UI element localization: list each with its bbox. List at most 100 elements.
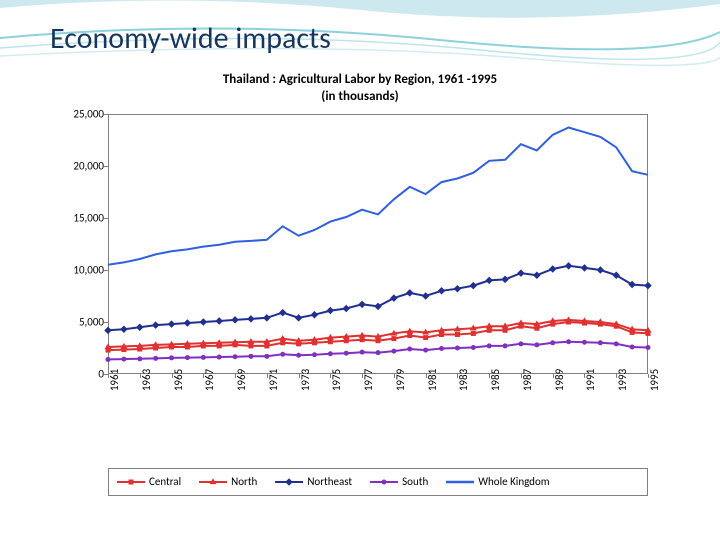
series-marker	[438, 287, 446, 295]
series-marker	[247, 315, 255, 323]
series-marker	[423, 335, 428, 340]
series-marker	[376, 350, 381, 355]
x-tick-mark	[235, 374, 236, 378]
series-marker	[503, 328, 508, 333]
x-tick-mark	[426, 374, 427, 378]
series-marker	[391, 348, 396, 353]
x-tick-mark	[489, 374, 490, 378]
series-line-whole-kingdom	[108, 127, 648, 264]
legend-item-northeast: Northeast	[275, 475, 352, 489]
page-title: Economy-wide impacts	[50, 20, 331, 57]
series-marker	[360, 349, 365, 354]
series-marker	[374, 302, 382, 310]
series-marker	[407, 346, 412, 351]
series-marker	[550, 340, 555, 345]
y-tick-label: 5,000	[79, 315, 104, 328]
x-tick-mark	[203, 374, 204, 378]
legend-label: Northeast	[307, 475, 352, 488]
series-marker	[136, 323, 144, 331]
chart-container: Thailand : Agricultural Labor by Region,…	[60, 72, 660, 496]
series-marker	[503, 343, 508, 348]
legend-swatch	[275, 475, 303, 489]
series-marker	[201, 355, 206, 360]
series-marker	[533, 271, 541, 279]
series-marker	[407, 333, 412, 338]
chart-series	[108, 114, 648, 374]
series-marker	[360, 337, 365, 342]
series-marker	[487, 343, 492, 348]
series-marker	[295, 314, 303, 322]
series-marker	[200, 318, 208, 326]
legend-swatch	[199, 475, 227, 489]
x-tick-mark	[584, 374, 585, 378]
series-marker	[644, 282, 652, 290]
series-marker	[390, 294, 398, 302]
y-tick-label: 25,000	[73, 107, 104, 120]
series-marker	[104, 326, 112, 334]
series-marker	[439, 332, 444, 337]
series-marker	[630, 344, 635, 349]
legend-label: South	[402, 475, 428, 488]
series-marker	[344, 338, 349, 343]
x-tick-mark	[616, 374, 617, 378]
series-marker	[518, 341, 523, 346]
chart-title-line1: Thailand : Agricultural Labor by Region,…	[223, 72, 497, 87]
series-marker	[184, 319, 192, 327]
legend-item-central: Central	[117, 475, 181, 489]
series-marker	[217, 354, 222, 359]
legend-label: North	[231, 475, 257, 488]
series-marker	[248, 343, 253, 348]
series-marker	[565, 262, 573, 270]
y-tick-label: 10,000	[73, 263, 104, 276]
series-marker	[327, 307, 335, 315]
series-marker	[455, 345, 460, 350]
y-tick-label: 15,000	[73, 211, 104, 224]
legend-swatch	[370, 475, 398, 489]
x-tick-mark	[267, 374, 268, 378]
series-marker	[106, 357, 111, 362]
series-marker	[312, 352, 317, 357]
series-marker	[549, 265, 557, 273]
series-marker	[534, 342, 539, 347]
series-marker	[233, 354, 238, 359]
series-marker	[168, 320, 176, 328]
series-marker	[264, 354, 269, 359]
series-marker	[280, 352, 285, 357]
series-marker	[311, 311, 319, 319]
x-tick-mark	[521, 374, 522, 378]
series-marker	[471, 345, 476, 350]
x-tick-mark	[362, 374, 363, 378]
series-marker	[121, 356, 126, 361]
legend-item-whole-kingdom: Whole Kingdom	[446, 475, 549, 489]
legend-label: Whole Kingdom	[478, 475, 549, 488]
series-marker	[358, 300, 366, 308]
chart-title-line2: (in thousands)	[321, 89, 398, 104]
series-marker	[534, 326, 539, 331]
series-marker	[566, 339, 571, 344]
series-marker	[485, 276, 493, 284]
series-marker	[391, 336, 396, 341]
series-marker	[296, 353, 301, 358]
series-marker	[137, 356, 142, 361]
x-tick-mark	[553, 374, 554, 378]
legend-item-north: North	[199, 475, 257, 489]
series-marker	[152, 321, 160, 329]
series-marker	[328, 351, 333, 356]
series-marker	[153, 356, 158, 361]
series-marker	[279, 309, 287, 317]
series-marker	[215, 317, 223, 325]
x-tick-mark	[108, 374, 109, 378]
x-tick-mark	[330, 374, 331, 378]
x-tick-mark	[299, 374, 300, 378]
series-marker	[120, 325, 128, 333]
legend-swatch	[117, 475, 145, 489]
chart-plot: 05,00010,00015,00020,00025,000 196119631…	[60, 114, 660, 414]
series-marker	[598, 340, 603, 345]
series-marker	[470, 282, 478, 290]
chart-legend: Central North Northeast South Whole Kingdom	[108, 468, 648, 496]
legend-label: Central	[149, 475, 181, 488]
series-marker	[646, 345, 651, 350]
legend-swatch	[446, 475, 474, 489]
y-tick-label: 20,000	[73, 159, 104, 172]
x-tick-mark	[140, 374, 141, 378]
